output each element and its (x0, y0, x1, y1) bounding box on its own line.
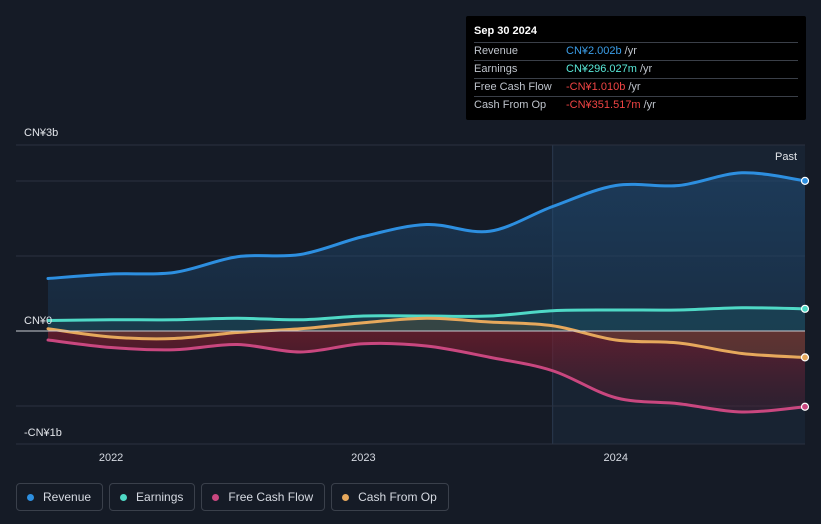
tooltip-row-earnings: Earnings CN¥296.027m /yr (474, 60, 798, 78)
tooltip-label: Revenue (474, 45, 519, 57)
legend-label: Free Cash Flow (228, 490, 314, 504)
chart-legend: Revenue Earnings Free Cash Flow Cash Fro… (16, 483, 449, 511)
area-revenue (48, 172, 805, 331)
tooltip-label: Cash From Op (474, 99, 547, 111)
legend-dot-icon (212, 493, 220, 501)
end-marker-free-cash-flow (800, 402, 810, 411)
legend-item-cash-from-op[interactable]: Cash From Op (331, 483, 449, 511)
x-tick-label: 2022 (99, 452, 123, 464)
tooltip-date: Sep 30 2024 (474, 25, 537, 37)
tooltip-row-cash-from-op: Cash From Op -CN¥351.517m /yr (474, 96, 798, 114)
legend-label: Revenue (43, 490, 92, 504)
tooltip-row-free-cash-flow: Free Cash Flow -CN¥1.010b /yr (474, 78, 798, 96)
line-cash-from-op (46, 316, 807, 359)
legend-label: Earnings (136, 490, 184, 504)
tooltip-label: Free Cash Flow (474, 81, 552, 93)
axis-labels: CN¥3b CN¥0 -CN¥1b 2022 2023 2024 (24, 127, 628, 464)
tooltip-unit: /yr (639, 63, 653, 75)
legend-dot-icon (342, 493, 350, 501)
tooltip-label: Earnings (474, 63, 518, 75)
end-marker-earnings (800, 304, 810, 313)
legend-item-free-cash-flow[interactable]: Free Cash Flow (201, 483, 326, 511)
y-tick-label: -CN¥1b (24, 427, 62, 439)
tooltip-unit: /yr (643, 99, 656, 111)
legend-dot-icon (120, 493, 128, 501)
line-earnings (46, 306, 807, 322)
tooltip-unit: /yr (628, 81, 641, 93)
data-tooltip: Sep 30 2024 Revenue CN¥2.002b /yr Earnin… (466, 16, 806, 120)
legend-label: Cash From Op (358, 490, 437, 504)
series-end-markers (800, 176, 810, 411)
tooltip-row-revenue: Revenue CN¥2.002b /yr (474, 42, 798, 60)
line-revenue (46, 171, 807, 280)
series-areas (48, 172, 805, 413)
legend-dot-icon (27, 493, 34, 501)
tooltip-value: CN¥296.027m (566, 63, 637, 75)
tooltip-value: CN¥2.002b (566, 45, 622, 57)
tooltip-value: -CN¥351.517m (566, 99, 641, 111)
tooltip-unit: /yr (624, 45, 637, 57)
chart-area: CN¥3b CN¥0 -CN¥1b 2022 2023 2024 Past (16, 127, 810, 464)
past-label: Past (775, 151, 797, 163)
end-marker-revenue (800, 176, 810, 185)
x-tick-label: 2023 (351, 452, 375, 464)
legend-item-revenue[interactable]: Revenue (16, 483, 104, 511)
y-tick-label: CN¥3b (24, 127, 58, 139)
x-tick-label: 2024 (604, 452, 628, 464)
legend-item-earnings[interactable]: Earnings (109, 483, 196, 511)
end-marker-cash-from-op (800, 353, 810, 362)
y-tick-label: CN¥0 (24, 315, 52, 327)
area-free-cash-flow (48, 331, 805, 413)
tooltip-value: -CN¥1.010b (566, 81, 626, 93)
series-lines (16, 171, 807, 414)
area-cash-from-op (48, 318, 805, 358)
line-free-cash-flow (46, 338, 807, 414)
